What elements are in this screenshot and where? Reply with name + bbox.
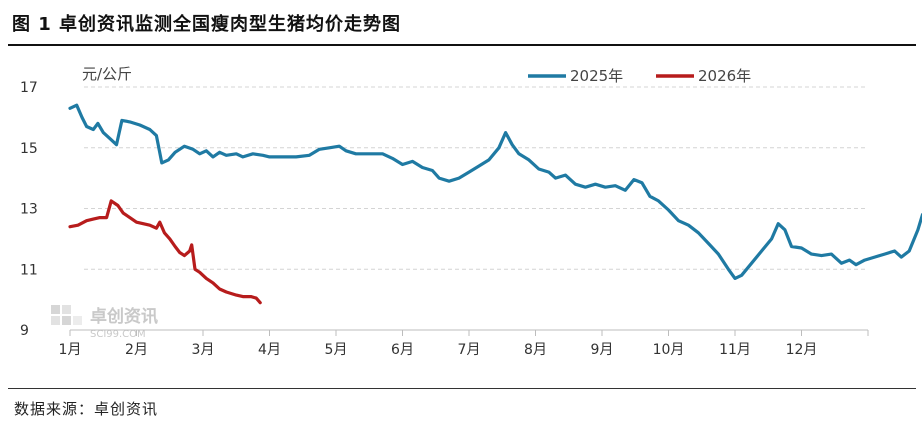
x-tick-label: 5月: [325, 342, 348, 358]
x-tick-label: 8月: [524, 342, 547, 358]
grid: [84, 86, 868, 270]
x-tick-label: 10月: [653, 342, 685, 358]
series-line-2: [68, 199, 262, 305]
legend: 2025年 2026年: [528, 67, 751, 85]
y-tick-label: 13: [20, 202, 38, 218]
legend-label-1: 2025年: [570, 67, 623, 85]
y-tick-label: 11: [20, 262, 38, 278]
series-layer: [68, 103, 922, 305]
x-tick-label: 7月: [458, 342, 481, 358]
watermark-name: 卓创资讯: [90, 306, 158, 327]
x-tick-label: 6月: [391, 342, 414, 358]
price-trend-chart: 卓创资讯 SCI99.COM 9 11 13 15 17 1月 2月 3月 4月 5月 6月 7月 8月…: [20, 65, 922, 358]
y-axis-unit: 元/公斤: [82, 65, 132, 83]
data-source: 数据来源：卓创资讯: [14, 400, 159, 418]
x-tick-label: 1月: [59, 342, 82, 358]
title-rule: [8, 44, 916, 46]
figure-title: 图 1 卓创资讯监测全国瘦肉型生猪均价走势图: [12, 14, 402, 35]
x-tick-label: 11月: [719, 342, 751, 358]
x-tick-label: 9月: [591, 342, 614, 358]
x-tick-label: 12月: [786, 342, 818, 358]
watermark-url: SCI99.COM: [90, 329, 146, 340]
axes: 9 11 13 15 17 1月 2月 3月 4月 5月 6月 7月 8月 9月 10月 11月 12月: [20, 80, 869, 358]
watermark-logo: 卓创资讯 SCI99.COM: [51, 305, 158, 340]
x-tick-label: 2月: [125, 342, 148, 358]
x-tick-label: 3月: [192, 342, 215, 358]
y-tick-label: 9: [20, 323, 29, 339]
x-tick-label: 4月: [258, 342, 281, 358]
y-tick-label: 17: [20, 80, 38, 96]
series-line-1: [68, 103, 922, 280]
legend-label-2: 2026年: [698, 67, 751, 85]
y-tick-label: 15: [20, 141, 38, 157]
source-rule: [8, 388, 916, 389]
